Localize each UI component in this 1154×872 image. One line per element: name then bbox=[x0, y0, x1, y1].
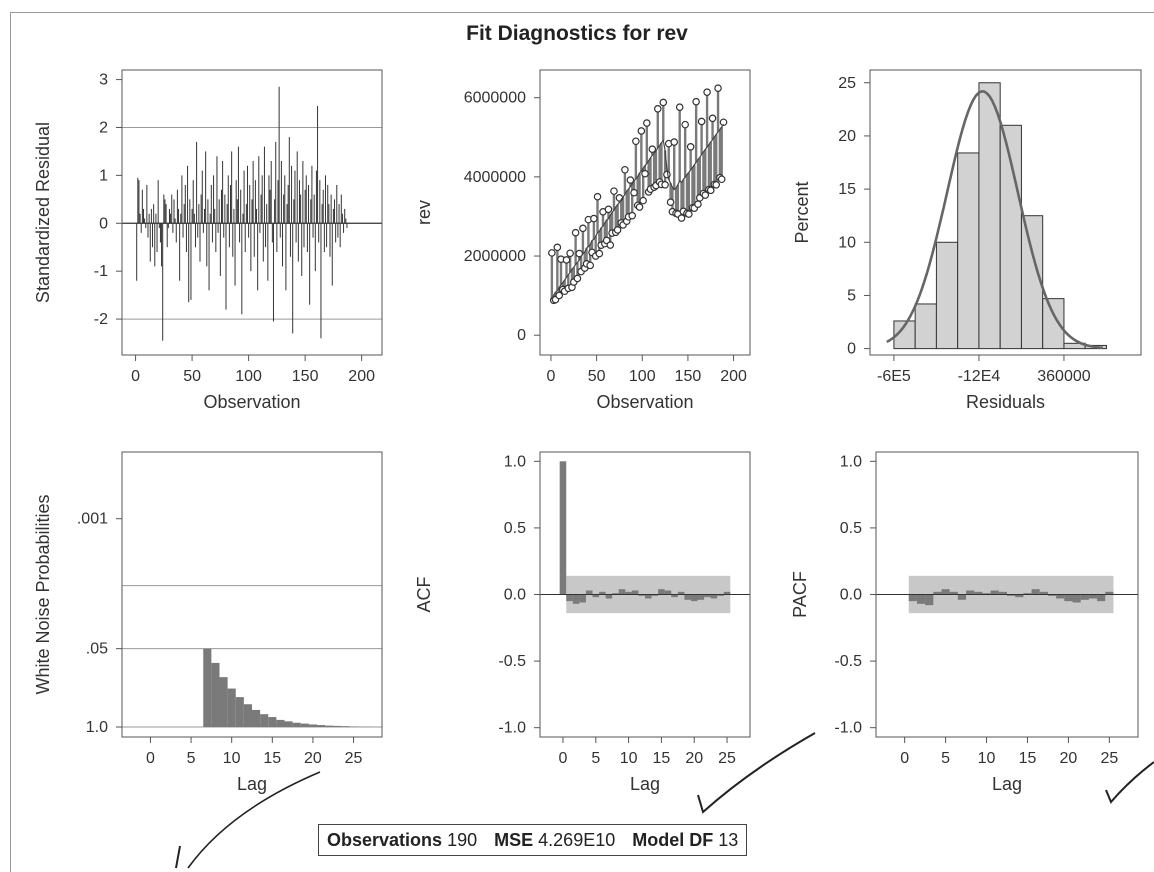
pen-stroke bbox=[176, 846, 180, 868]
pen-check-mark bbox=[1106, 762, 1154, 802]
pen-check-mark bbox=[698, 733, 815, 812]
pen-stroke bbox=[188, 772, 320, 868]
